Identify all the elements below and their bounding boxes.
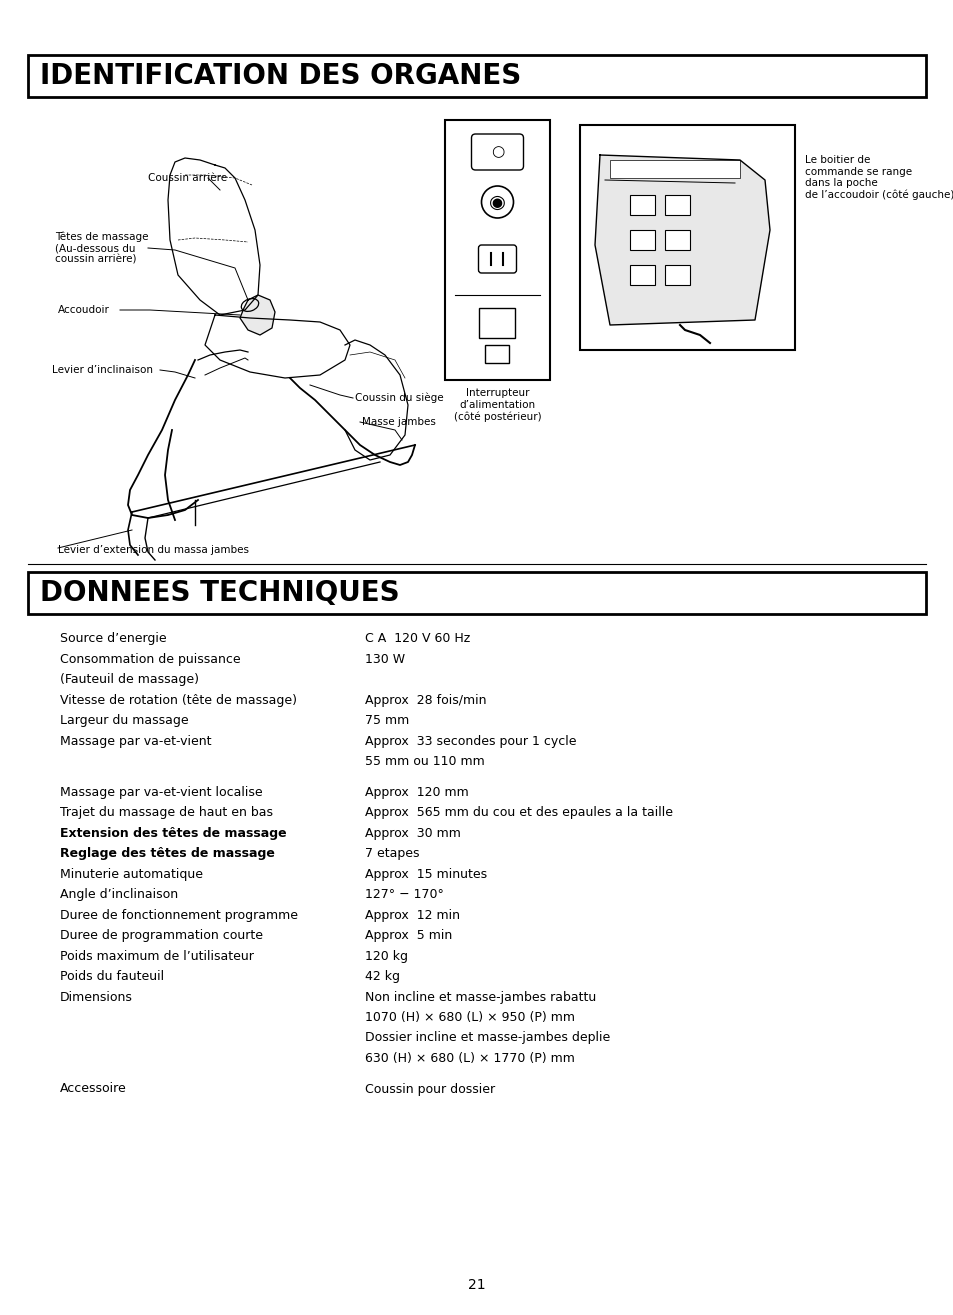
- Bar: [629, 230, 655, 250]
- Text: Reglage des têtes de massage: Reglage des têtes de massage: [60, 847, 274, 860]
- Text: Dimensions: Dimensions: [60, 990, 132, 1003]
- Bar: [664, 195, 689, 214]
- Text: ◉: ◉: [489, 192, 505, 212]
- FancyBboxPatch shape: [471, 134, 523, 170]
- Text: Consommation de puissance: Consommation de puissance: [60, 652, 240, 665]
- Text: Levier d’inclinaison: Levier d’inclinaison: [52, 366, 152, 375]
- Bar: [485, 345, 509, 363]
- Text: Approx  5 min: Approx 5 min: [365, 928, 452, 942]
- Bar: [629, 266, 655, 285]
- Text: Vitesse de rotation (tête de massage): Vitesse de rotation (tête de massage): [60, 693, 296, 706]
- Text: 7 etapes: 7 etapes: [365, 847, 419, 860]
- Text: (Fauteuil de massage): (Fauteuil de massage): [60, 673, 199, 686]
- Text: Têtes de massage
(Au-dessous du
coussin arrière): Têtes de massage (Au-dessous du coussin …: [55, 231, 149, 264]
- Bar: [479, 308, 515, 338]
- Text: Minuterie automatique: Minuterie automatique: [60, 868, 203, 881]
- Text: Angle d’inclinaison: Angle d’inclinaison: [60, 888, 178, 901]
- Text: Accoudoir: Accoudoir: [58, 305, 110, 316]
- Bar: [28, 572, 925, 614]
- Text: Massage par va-et-vient: Massage par va-et-vient: [60, 735, 212, 747]
- Text: Dossier incline et masse-jambes deplie: Dossier incline et masse-jambes deplie: [365, 1031, 610, 1044]
- Bar: [444, 120, 550, 380]
- Text: Levier d’extension du massa jambes: Levier d’extension du massa jambes: [58, 544, 249, 555]
- Polygon shape: [595, 155, 769, 325]
- FancyBboxPatch shape: [478, 245, 516, 274]
- Text: Masse jambes: Masse jambes: [361, 417, 436, 427]
- Text: Approx  120 mm: Approx 120 mm: [365, 785, 468, 798]
- Text: ○: ○: [491, 145, 503, 159]
- Bar: [579, 125, 794, 350]
- Text: Approx  12 min: Approx 12 min: [365, 909, 459, 922]
- Bar: [664, 230, 689, 250]
- Text: 120 kg: 120 kg: [365, 949, 408, 963]
- Text: 21: 21: [468, 1278, 485, 1293]
- Text: Massage par va-et-vient localise: Massage par va-et-vient localise: [60, 785, 262, 798]
- Text: Duree de fonctionnement programme: Duree de fonctionnement programme: [60, 909, 297, 922]
- Bar: [28, 55, 925, 97]
- Circle shape: [481, 185, 513, 218]
- Text: Approx  565 mm du cou et des epaules a la taille: Approx 565 mm du cou et des epaules a la…: [365, 806, 672, 819]
- Text: Extension des têtes de massage: Extension des têtes de massage: [60, 827, 286, 839]
- Bar: [629, 195, 655, 214]
- Text: Coussin pour dossier: Coussin pour dossier: [365, 1082, 495, 1095]
- Text: Source d’energie: Source d’energie: [60, 633, 167, 644]
- Text: 1070 (H) × 680 (L) × 950 (P) mm: 1070 (H) × 680 (L) × 950 (P) mm: [365, 1011, 575, 1024]
- Text: 55 mm ou 110 mm: 55 mm ou 110 mm: [365, 755, 484, 768]
- Text: 42 kg: 42 kg: [365, 970, 399, 984]
- Text: Accessoire: Accessoire: [60, 1082, 127, 1095]
- Text: Approx  30 mm: Approx 30 mm: [365, 827, 460, 839]
- Bar: [609, 160, 740, 178]
- Text: Duree de programmation courte: Duree de programmation courte: [60, 928, 263, 942]
- Text: IDENTIFICATION DES ORGANES: IDENTIFICATION DES ORGANES: [40, 62, 520, 89]
- Text: 130 W: 130 W: [365, 652, 405, 665]
- Text: Approx  33 secondes pour 1 cycle: Approx 33 secondes pour 1 cycle: [365, 735, 576, 747]
- Text: 127° − 170°: 127° − 170°: [365, 888, 443, 901]
- Text: Non incline et masse-jambes rabattu: Non incline et masse-jambes rabattu: [365, 990, 596, 1003]
- Text: Trajet du massage de haut en bas: Trajet du massage de haut en bas: [60, 806, 273, 819]
- Polygon shape: [240, 295, 274, 335]
- Text: 75 mm: 75 mm: [365, 714, 409, 727]
- Text: Interrupteur
d’alimentation
(côté postérieur): Interrupteur d’alimentation (côté postér…: [454, 388, 540, 422]
- Text: Coussin arrière: Coussin arrière: [148, 174, 227, 183]
- Bar: [664, 266, 689, 285]
- Text: C A  120 V 60 Hz: C A 120 V 60 Hz: [365, 633, 470, 644]
- Text: Largeur du massage: Largeur du massage: [60, 714, 189, 727]
- Text: Approx  15 minutes: Approx 15 minutes: [365, 868, 487, 881]
- Text: DONNEES TECHNIQUES: DONNEES TECHNIQUES: [40, 579, 399, 608]
- Text: Le boitier de
commande se range
dans la poche
de l’accoudoir (côté gauche): Le boitier de commande se range dans la …: [804, 155, 953, 200]
- Text: 630 (H) × 680 (L) × 1770 (P) mm: 630 (H) × 680 (L) × 1770 (P) mm: [365, 1052, 575, 1065]
- Text: Poids du fauteuil: Poids du fauteuil: [60, 970, 164, 984]
- Text: Approx  28 fois/min: Approx 28 fois/min: [365, 693, 486, 706]
- Text: Coussin du siège: Coussin du siège: [355, 393, 443, 404]
- Text: Poids maximum de l’utilisateur: Poids maximum de l’utilisateur: [60, 949, 253, 963]
